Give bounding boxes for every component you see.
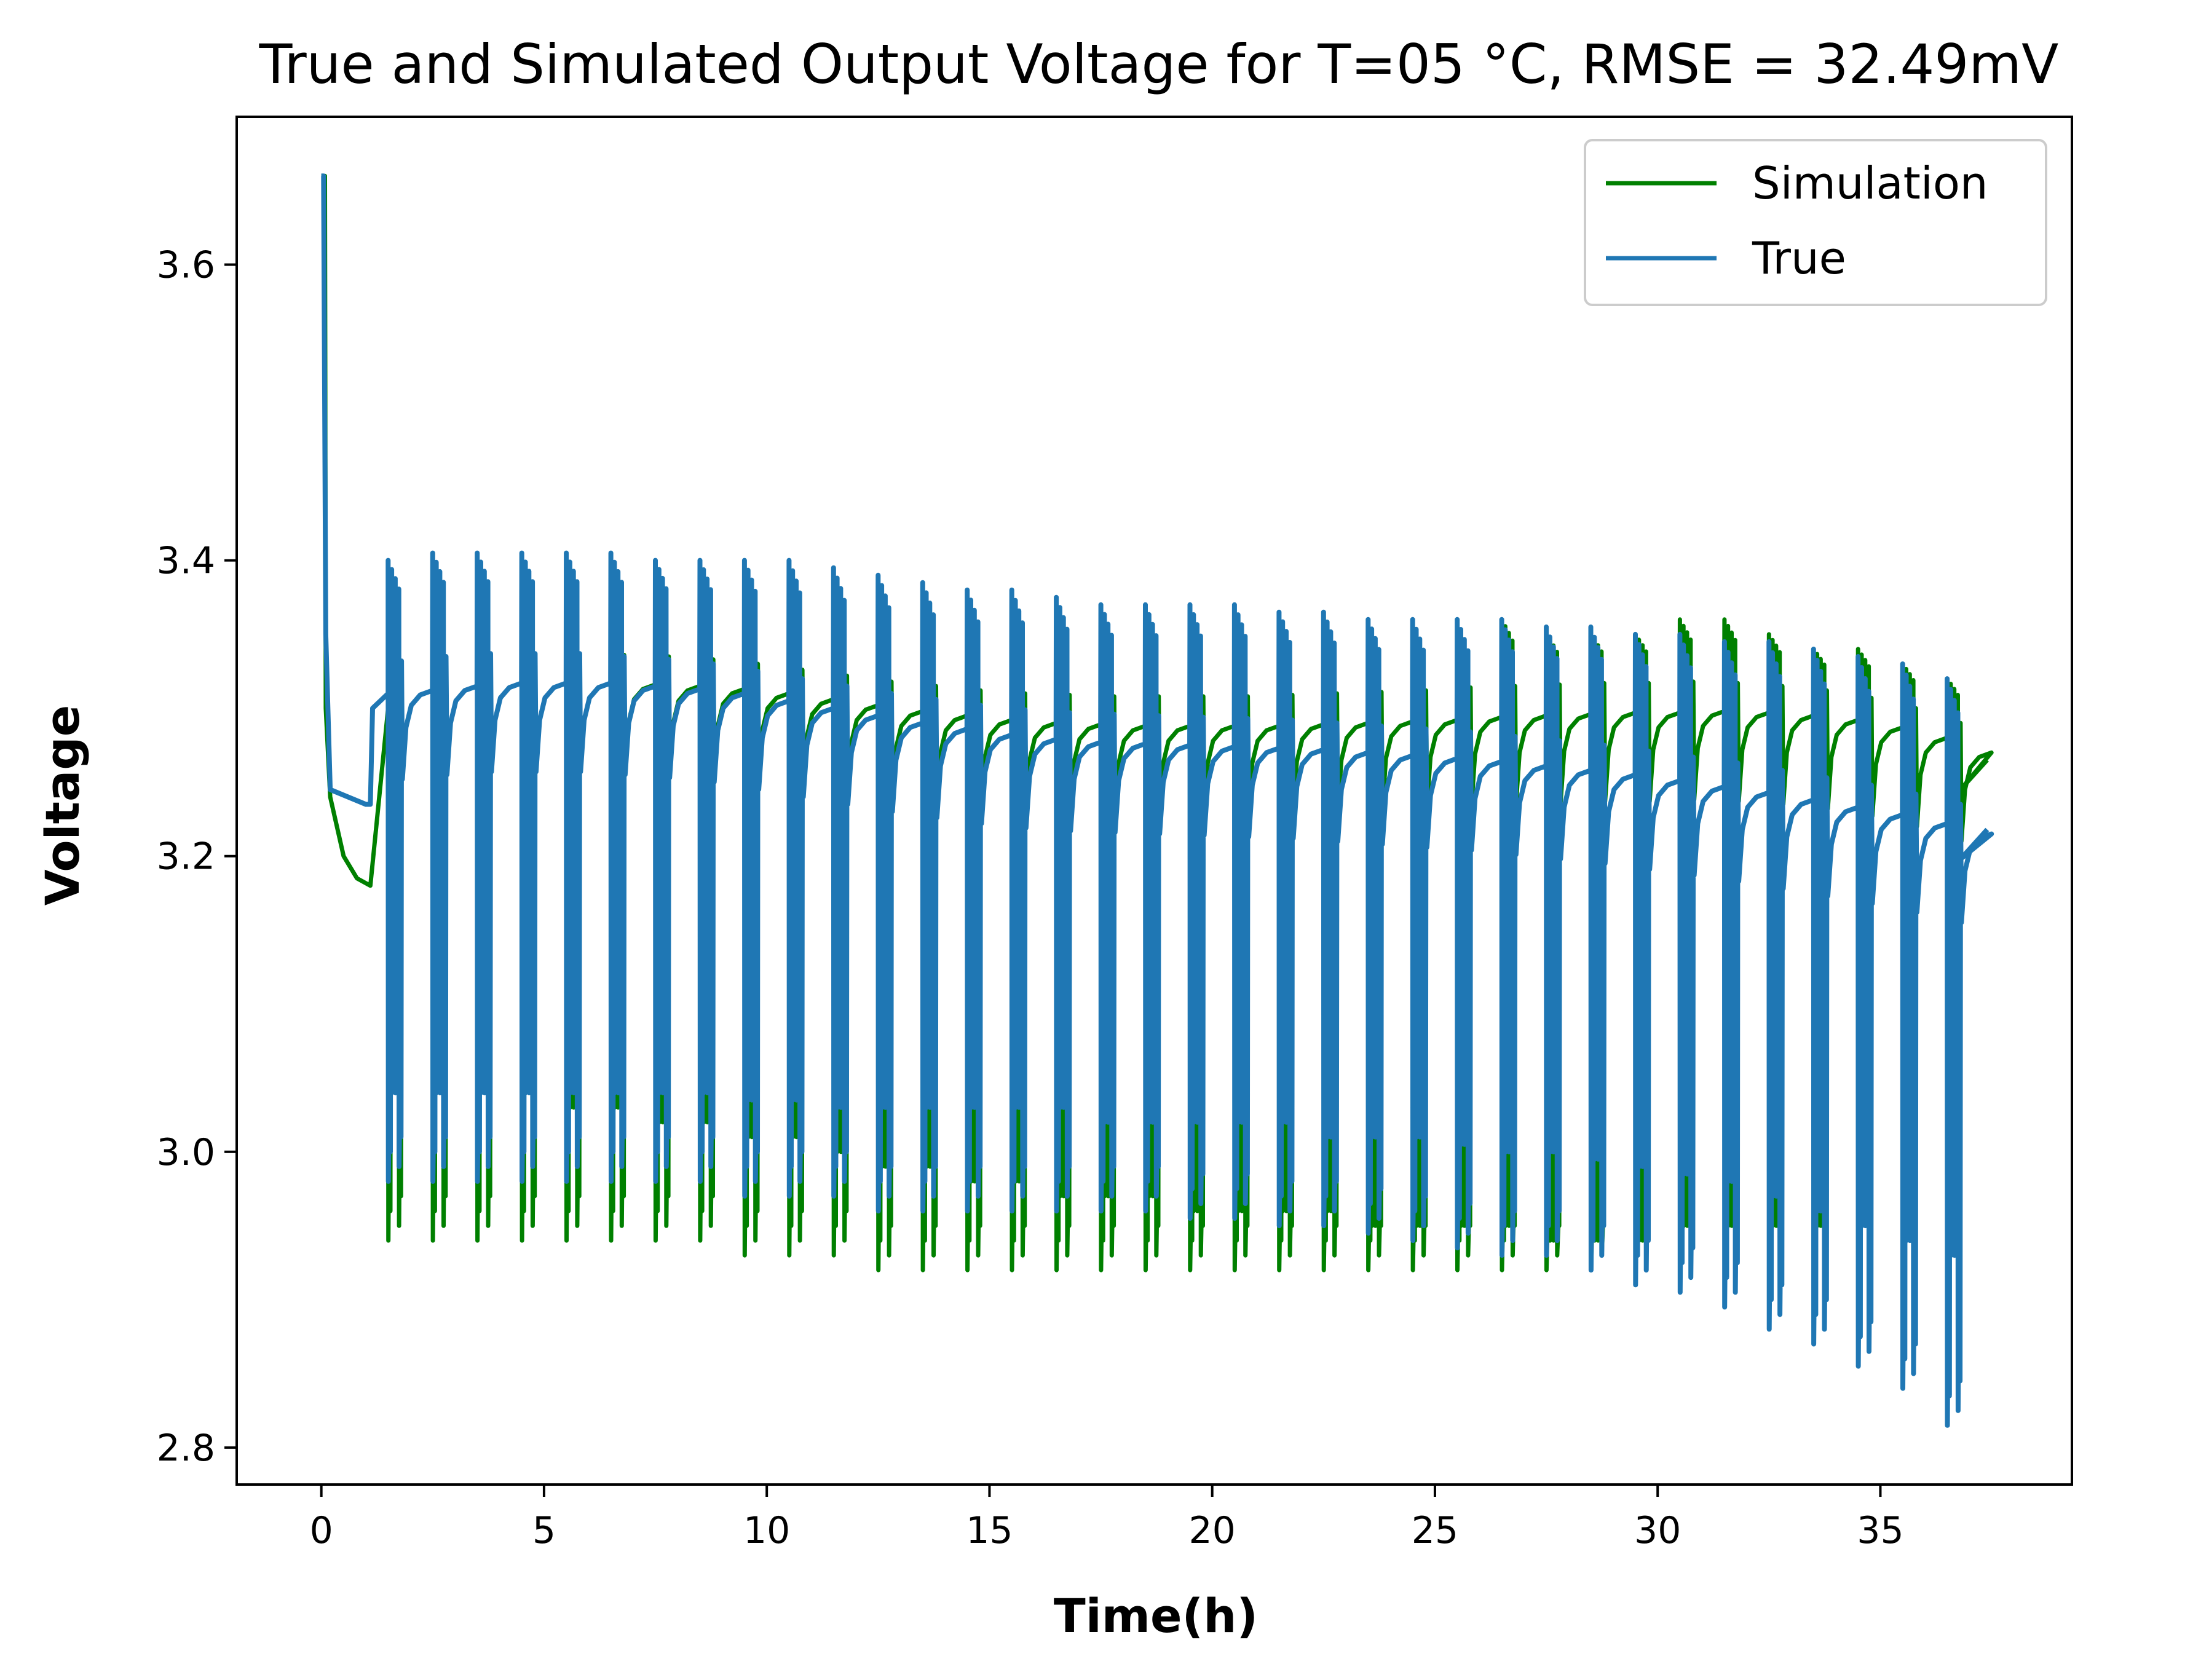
plot-area bbox=[235, 116, 2073, 1486]
legend-label-simulation: Simulation bbox=[1752, 157, 1988, 209]
y-axis-ticks: 2.8 3.0 3.2 3.4 3.6 bbox=[157, 244, 237, 1470]
y-tick-label-4: 3.6 bbox=[157, 244, 215, 287]
x-tick-label-3: 15 bbox=[966, 1509, 1013, 1552]
legend-label-true: True bbox=[1752, 232, 1846, 284]
x-tick-label-4: 20 bbox=[1189, 1509, 1236, 1552]
x-tick-label-0: 0 bbox=[310, 1509, 333, 1552]
y-tick-label-0: 2.8 bbox=[157, 1427, 215, 1470]
x-tick-label-7: 35 bbox=[1857, 1509, 1903, 1552]
y-tick-label-3: 3.4 bbox=[157, 540, 215, 583]
chart-title: True and Simulated Output Voltage for T=… bbox=[259, 33, 2059, 96]
x-axis-ticks: 0 5 10 15 20 25 30 35 bbox=[310, 1485, 1904, 1552]
legend: Simulation True bbox=[1584, 139, 2047, 306]
x-tick-label-2: 10 bbox=[743, 1509, 790, 1552]
x-tick-label-5: 25 bbox=[1412, 1509, 1458, 1552]
plot-frame bbox=[235, 116, 2073, 1486]
x-axis-label: Time(h) bbox=[1054, 1588, 1258, 1643]
y-tick-label-2: 3.2 bbox=[157, 835, 215, 878]
y-tick-label-1: 3.0 bbox=[157, 1131, 215, 1174]
x-tick-label-1: 5 bbox=[532, 1509, 556, 1552]
y-axis-label: Voltage bbox=[35, 705, 90, 906]
series-line-true bbox=[321, 173, 1994, 1428]
x-tick-label-6: 30 bbox=[1634, 1509, 1681, 1552]
series-layer bbox=[321, 173, 1994, 1428]
